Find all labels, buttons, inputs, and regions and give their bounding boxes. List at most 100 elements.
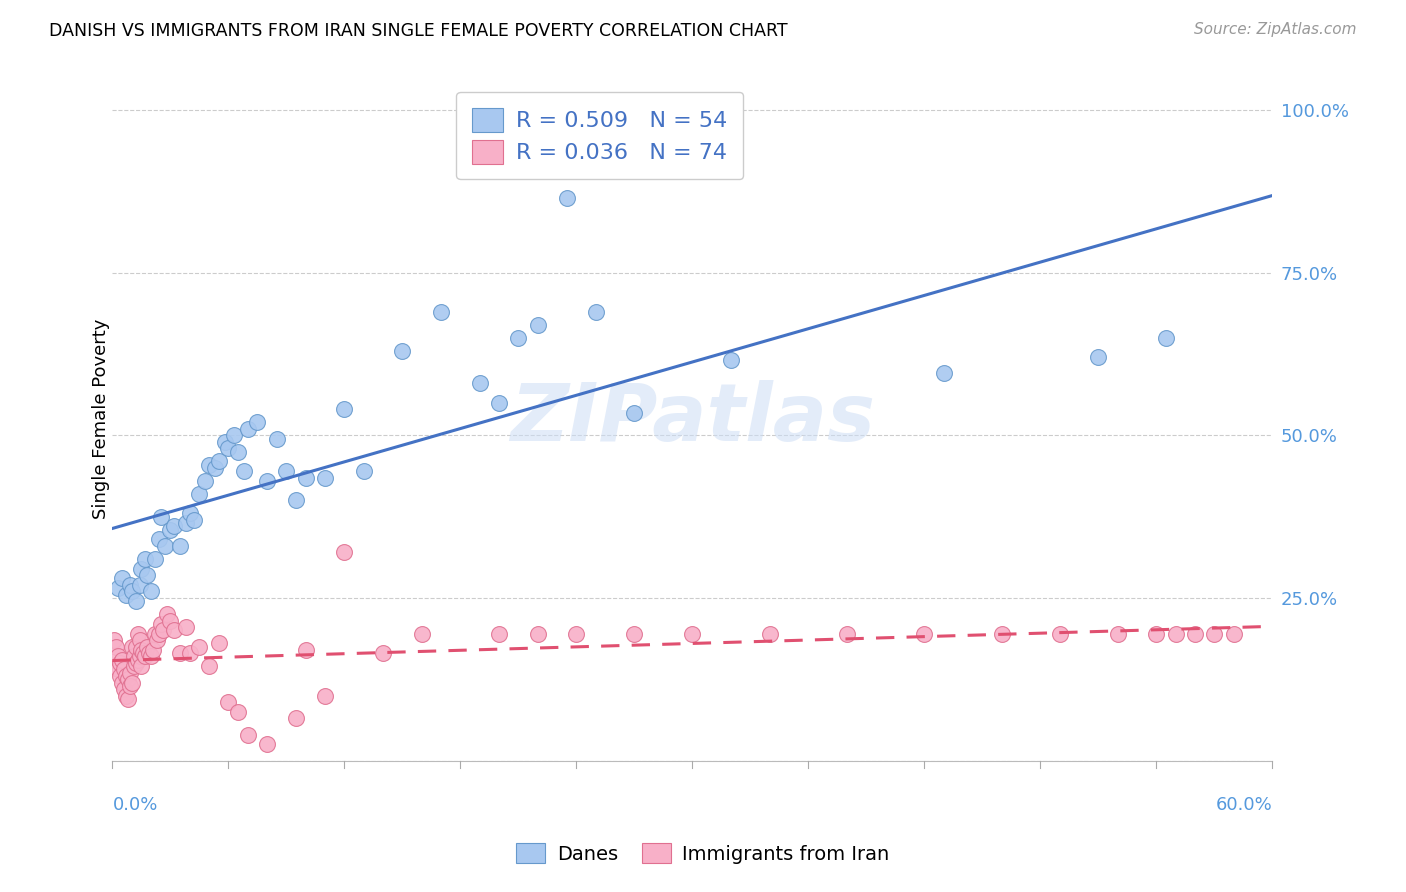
Point [103, 633, 125, 648]
Point [256, 474, 278, 488]
Point [127, 653, 149, 667]
Point [555, 191, 578, 205]
Point [138, 646, 160, 660]
Point [217, 695, 239, 709]
Point [159, 523, 181, 537]
Point [623, 626, 645, 640]
Point [169, 646, 191, 660]
Point [623, 405, 645, 419]
Point [224, 428, 246, 442]
Point [314, 689, 336, 703]
Point [155, 607, 177, 622]
Point [226, 705, 249, 719]
Point [198, 458, 221, 472]
Point [148, 533, 170, 547]
Point [208, 454, 231, 468]
Point [214, 434, 236, 449]
Point [149, 617, 172, 632]
Point [134, 552, 156, 566]
Text: ZIPatlas: ZIPatlas [510, 380, 875, 458]
Point [117, 691, 139, 706]
Point [1223, 626, 1246, 640]
Point [565, 626, 588, 640]
Point [121, 584, 143, 599]
Point [117, 672, 139, 686]
Point [256, 737, 278, 751]
Point [163, 519, 186, 533]
Point [107, 649, 129, 664]
Point [1146, 626, 1168, 640]
Legend: Danes, Immigrants from Iran: Danes, Immigrants from Iran [509, 836, 897, 871]
Point [1087, 350, 1109, 364]
Point [526, 626, 548, 640]
Point [115, 689, 138, 703]
Point [143, 552, 166, 566]
Point [174, 516, 197, 530]
Point [122, 659, 145, 673]
Point [508, 331, 530, 345]
Point [139, 649, 162, 664]
Point [285, 493, 308, 508]
Point [128, 578, 150, 592]
Point [208, 636, 231, 650]
Point [391, 343, 413, 358]
Point [217, 442, 239, 456]
Point [430, 304, 453, 318]
Point [468, 376, 491, 391]
Point [148, 626, 170, 640]
Point [139, 584, 162, 599]
Point [353, 464, 375, 478]
Point [127, 626, 149, 640]
Point [682, 626, 704, 640]
Point [121, 675, 143, 690]
Point [118, 679, 141, 693]
Point [153, 539, 176, 553]
Point [108, 669, 131, 683]
Point [585, 304, 607, 318]
Point [179, 507, 201, 521]
Point [188, 487, 211, 501]
Point [105, 640, 128, 654]
Point [128, 649, 150, 664]
Point [112, 681, 135, 696]
Point [1164, 626, 1187, 640]
Point [371, 646, 394, 660]
Point [991, 626, 1014, 640]
Point [115, 669, 138, 683]
Point [526, 318, 548, 332]
Point [163, 624, 186, 638]
Point [720, 353, 742, 368]
Point [266, 432, 288, 446]
Point [276, 464, 298, 478]
Point [131, 562, 153, 576]
Point [488, 626, 510, 640]
Point [124, 656, 146, 670]
Point [194, 474, 217, 488]
Text: DANISH VS IMMIGRANTS FROM IRAN SINGLE FEMALE POVERTY CORRELATION CHART: DANISH VS IMMIGRANTS FROM IRAN SINGLE FE… [49, 22, 787, 40]
Point [1184, 626, 1206, 640]
Point [115, 588, 138, 602]
Point [174, 620, 197, 634]
Point [131, 659, 153, 673]
Point [132, 646, 155, 660]
Point [112, 663, 135, 677]
Point [1107, 626, 1129, 640]
Legend: R = 0.509   N = 54, R = 0.036   N = 74: R = 0.509 N = 54, R = 0.036 N = 74 [457, 92, 742, 179]
Point [142, 643, 165, 657]
Point [759, 626, 782, 640]
Point [198, 659, 221, 673]
Point [226, 444, 249, 458]
Point [136, 640, 159, 654]
Text: Source: ZipAtlas.com: Source: ZipAtlas.com [1194, 22, 1357, 37]
Point [1154, 331, 1177, 345]
Point [333, 545, 356, 559]
Point [411, 626, 433, 640]
Point [118, 578, 141, 592]
Point [111, 653, 134, 667]
Point [128, 633, 150, 648]
Point [124, 594, 146, 608]
Point [108, 656, 131, 670]
Point [183, 513, 205, 527]
Point [837, 626, 859, 640]
Point [232, 464, 254, 478]
